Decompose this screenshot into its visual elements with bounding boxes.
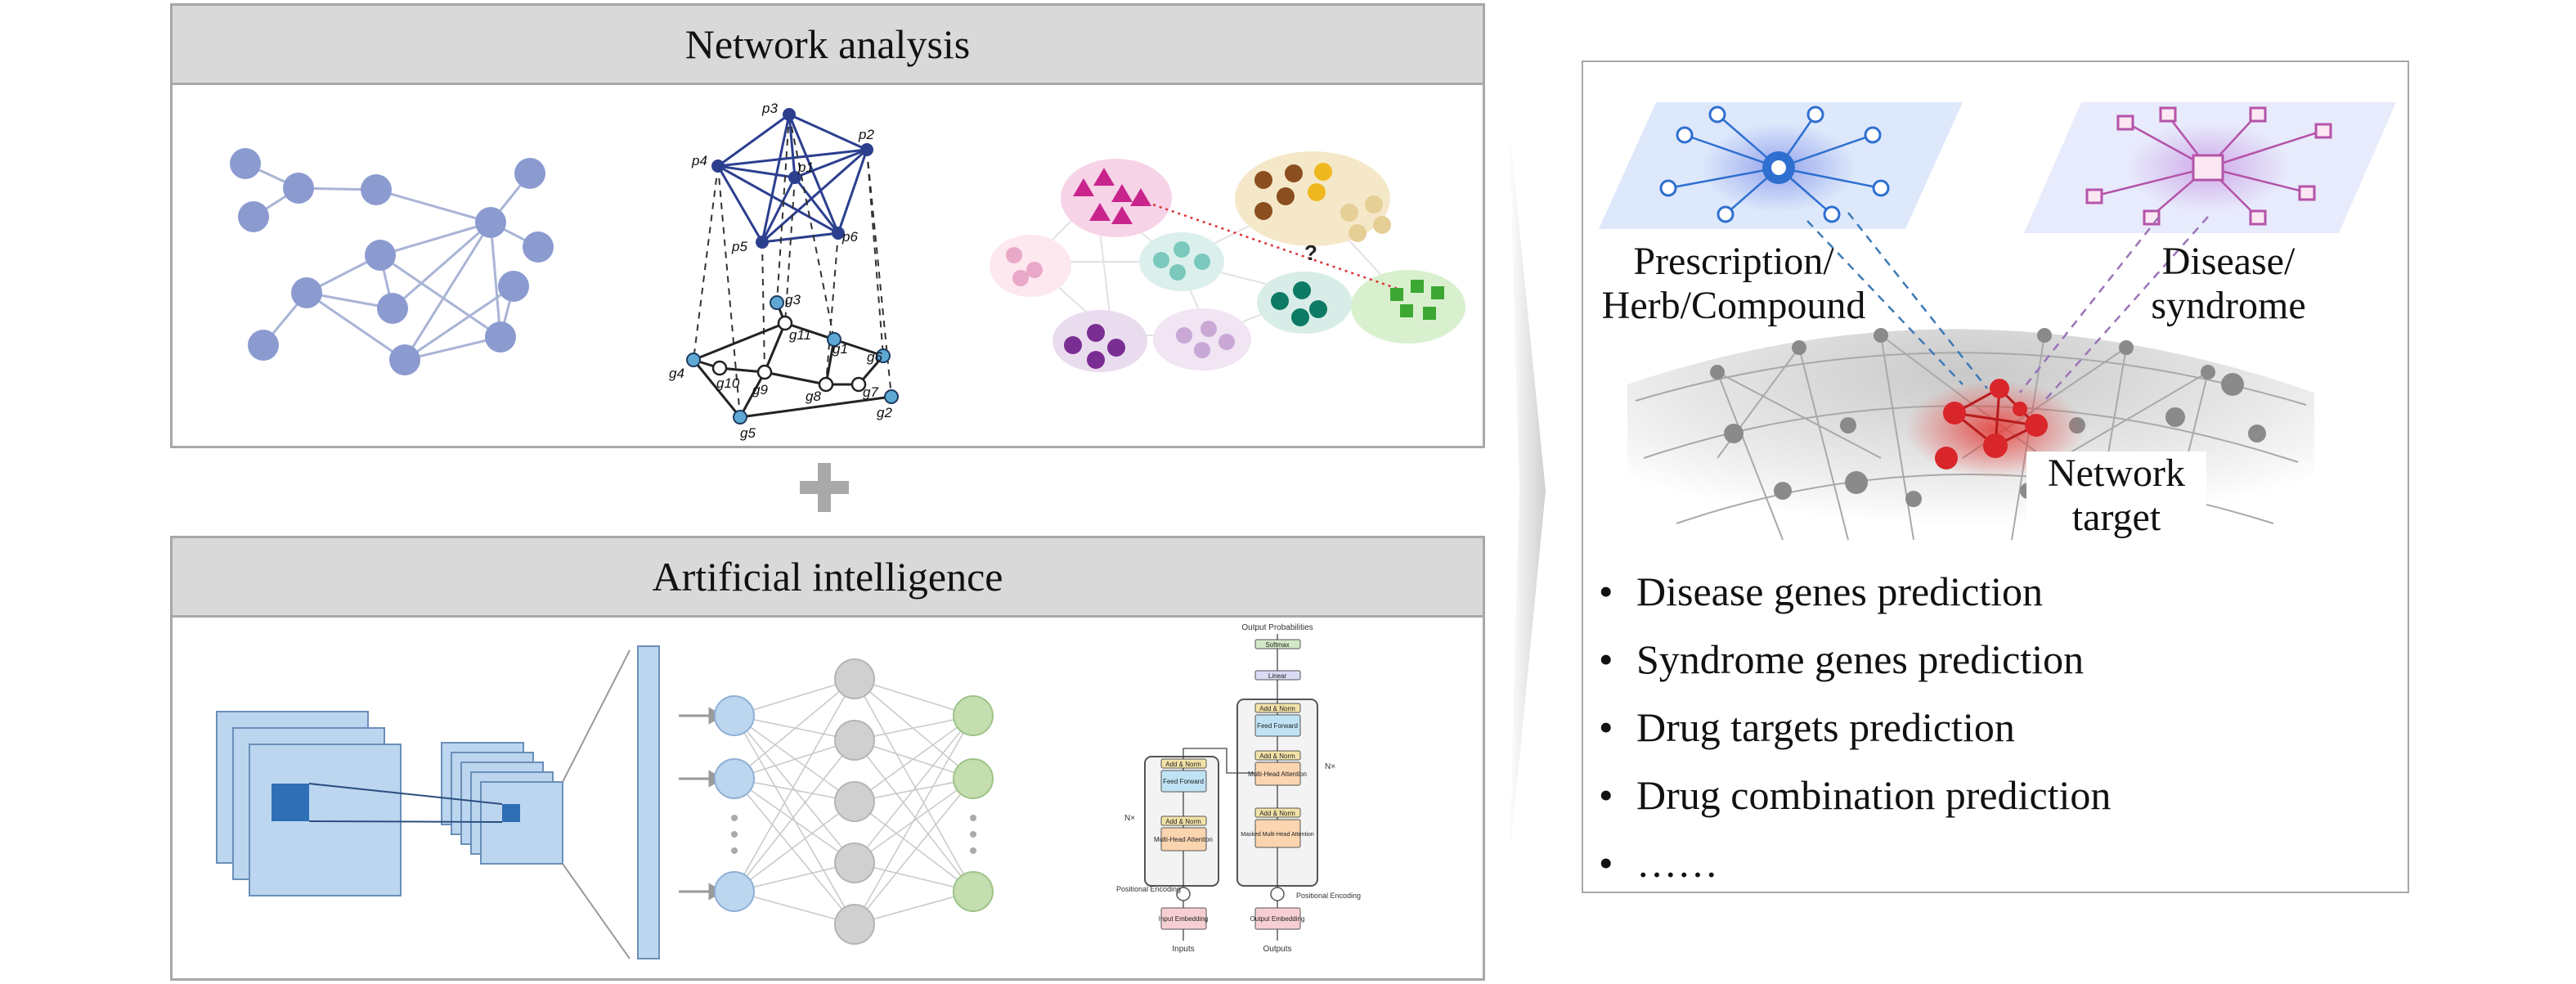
artificial-intelligence-title: Artificial intelligence [173, 538, 1483, 618]
dec-multi-head-attention: Multi-Head Attention [1248, 771, 1307, 778]
dec-masked-attention: Masked Multi-Head Attention [1241, 832, 1314, 838]
label-g5: g5 [740, 425, 756, 441]
plus-icon [800, 463, 849, 512]
dec-positional-encoding: Positional Encoding [1296, 892, 1361, 900]
label-p5: p5 [731, 239, 747, 254]
label-p4: p4 [691, 153, 707, 168]
inputs-label: Inputs [1172, 945, 1194, 954]
list-item: • Drug combination prediction [1599, 772, 2112, 818]
label-p2: p2 [858, 127, 874, 142]
label-p3: p3 [761, 101, 778, 116]
label-g3: g3 [785, 292, 801, 308]
network-analysis-title: Network analysis [173, 6, 1483, 85]
list-item: • Disease genes prediction [1599, 568, 2044, 614]
artificial-intelligence-panel: Artificial intelligence [170, 536, 1485, 981]
prediction-list: • Disease genes prediction • Syndrome gene… [1599, 558, 2111, 897]
list-item: • Syndrome genes prediction [1599, 636, 2085, 682]
module-cluster-graph: ? [990, 151, 1465, 372]
dec-linear: Linear [1268, 672, 1287, 680]
label-g2: g2 [877, 405, 892, 420]
label-p6: p6 [841, 229, 858, 245]
label-g1: g1 [832, 341, 848, 357]
network-target-label: Network target [2026, 452, 2206, 540]
label-g9: g9 [752, 382, 768, 398]
cnn-illustration [216, 645, 660, 959]
label-g8: g8 [806, 389, 821, 404]
neural-network-illustration [679, 658, 994, 945]
enc-add-norm-1: Add & Norm [1165, 761, 1201, 768]
simple-network-nodes [230, 148, 554, 375]
enc-nx: N× [1124, 814, 1135, 823]
dec-softmax: Softmax [1265, 641, 1289, 649]
cluster-question-mark: ? [1304, 240, 1317, 265]
prescription-label: Prescription/ Herb/Compound [1601, 240, 1866, 327]
output-embedding: Output Embedding [1250, 915, 1305, 923]
transformer-illustration: Add & Norm Feed Forward Add & Norm Multi… [1116, 623, 1361, 954]
dec-add-norm-2: Add & Norm [1259, 753, 1295, 760]
dec-nx: N× [1325, 762, 1335, 771]
label-g7: g7 [863, 384, 878, 400]
bipartite-network-graph: p3 p2 p4 p1 p5 p6 g3 g11 g1 g6 g4 g10 g9… [669, 101, 899, 441]
enc-add-norm-2: Add & Norm [1165, 818, 1201, 825]
label-g4: g4 [669, 366, 684, 381]
label-g6: g6 [867, 349, 882, 365]
dec-feed-forward: Feed Forward [1257, 722, 1298, 730]
label-p1: p1 [797, 160, 814, 175]
enc-feed-forward: Feed Forward [1163, 778, 1204, 785]
label-g11: g11 [789, 327, 811, 343]
label-g10: g10 [716, 375, 740, 391]
disease-label: Disease/ syndrome [2151, 240, 2306, 327]
enc-multi-head-attention: Multi-Head Attention [1154, 836, 1213, 843]
list-item: • Drug targets prediction [1599, 704, 2015, 750]
enc-positional-encoding: Positional Encoding [1116, 885, 1181, 893]
output-probabilities: Output Probabilities [1241, 623, 1313, 632]
network-target-panel [1582, 61, 2409, 893]
dec-add-norm-1: Add & Norm [1259, 705, 1295, 712]
panel-divider [1509, 123, 1546, 867]
outputs-label: Outputs [1263, 945, 1291, 954]
dec-add-norm-3: Add & Norm [1259, 810, 1295, 817]
input-embedding: Input Embedding [1159, 915, 1209, 923]
list-item: •…… [1599, 840, 1718, 886]
